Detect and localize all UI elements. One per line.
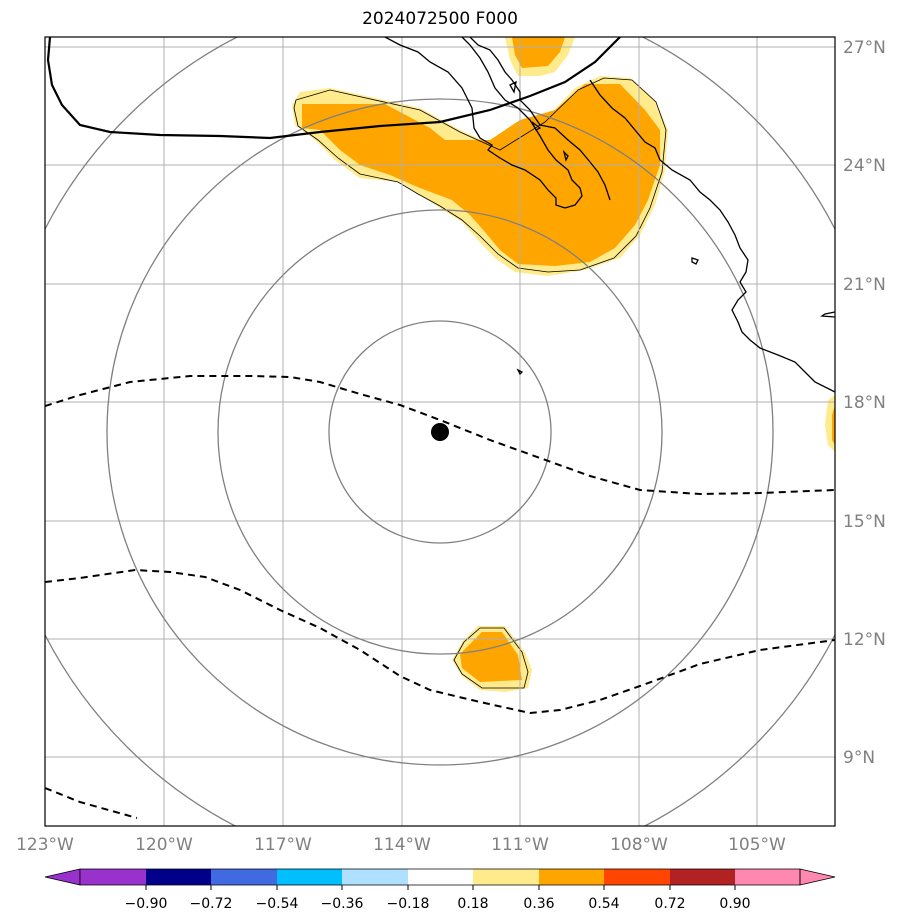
map-frame (44, 36, 836, 827)
map-area[interactable] (0, 0, 884, 876)
colorbar-segment (604, 869, 670, 885)
lon-label: 114°W (373, 835, 431, 855)
colorbar-segment (342, 869, 408, 885)
colorbar-tick-label: 0.90 (719, 896, 750, 912)
map-title: 2024072500 F000 (362, 9, 518, 29)
dashed-contours (45, 375, 835, 819)
colorbar-tick-label: −0.54 (256, 896, 299, 912)
coastline (384, 37, 835, 393)
lon-label: 105°W (728, 835, 786, 855)
lat-label: 9°N (843, 748, 875, 768)
colorbar-extend-left (44, 868, 81, 886)
colorbar-tick-label: −0.36 (321, 896, 364, 912)
colorbar: −0.90 −0.72 −0.54 −0.36 −0.18 0.18 0.36 … (44, 868, 836, 912)
colorbar-extend-right (799, 868, 836, 886)
colorbar-segment (80, 869, 146, 885)
graticule (45, 37, 835, 826)
lon-label: 108°W (610, 835, 668, 855)
colorbar-tick-label: 0.36 (523, 896, 554, 912)
lon-label: 123°W (16, 835, 74, 855)
storm-center-marker[interactable] (431, 423, 449, 441)
colorbar-segment (277, 869, 342, 885)
colorbar-tick-label: −0.72 (190, 896, 233, 912)
anomaly-fill-east (825, 395, 835, 452)
longitude-labels: 123°W 120°W 117°W 114°W 111°W 108°W 105°… (16, 835, 786, 855)
range-ring-9deg (106, 98, 774, 766)
solid-contour (46, 37, 621, 140)
range-ring-3deg (328, 320, 552, 544)
colorbar-segment (408, 869, 473, 885)
lat-label: 18°N (843, 393, 886, 413)
colorbar-segment (211, 869, 277, 885)
colorbar-segment (146, 869, 211, 885)
colorbar-segment (539, 869, 604, 885)
colorbar-segment (670, 869, 735, 885)
lon-label: 120°W (135, 835, 193, 855)
colorbar-tick-label: 0.18 (457, 896, 488, 912)
colorbar-tick-label: 0.54 (588, 896, 619, 912)
lat-label: 27°N (843, 38, 886, 58)
colorbar-segment (735, 869, 800, 885)
lon-label: 111°W (491, 835, 549, 855)
range-rings (45, 37, 835, 826)
lat-label: 24°N (843, 156, 886, 176)
colorbar-tick-label: −0.90 (125, 896, 168, 912)
lat-label: 12°N (843, 630, 886, 650)
lat-label: 21°N (843, 275, 886, 295)
latitude-labels: 27°N 24°N 21°N 18°N 15°N 12°N 9°N (843, 38, 886, 768)
colorbar-tick-label: 0.72 (654, 896, 685, 912)
lon-label: 117°W (254, 835, 312, 855)
lat-label: 15°N (843, 512, 886, 532)
colorbar-tick-label: −0.18 (387, 896, 430, 912)
colorbar-segment (473, 869, 539, 885)
range-ring-6deg (217, 209, 663, 655)
